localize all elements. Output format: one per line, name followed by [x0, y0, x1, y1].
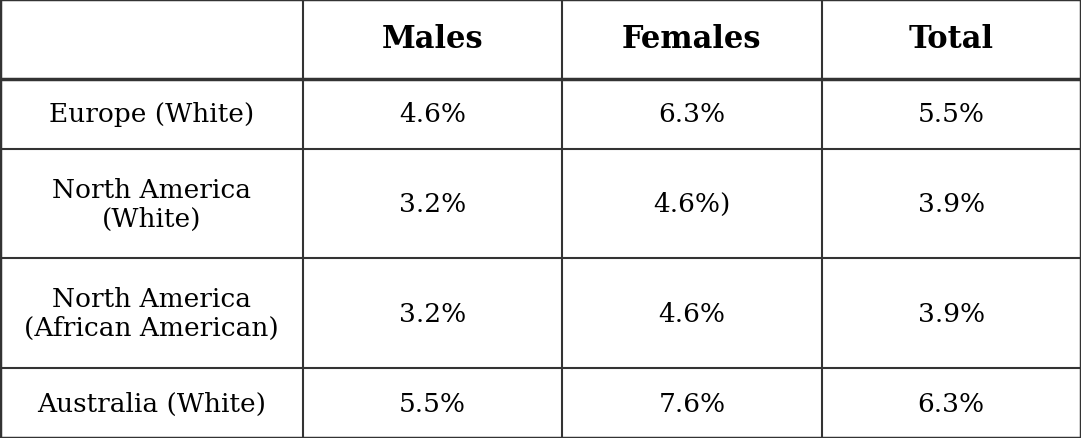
Text: 5.5%: 5.5%	[918, 102, 985, 127]
Text: North America
(African American): North America (African American)	[24, 286, 279, 340]
Text: 4.6%: 4.6%	[658, 301, 725, 326]
Text: Europe (White): Europe (White)	[49, 102, 254, 127]
Text: 6.3%: 6.3%	[918, 391, 985, 416]
Text: Australia (White): Australia (White)	[37, 391, 266, 416]
Text: 4.6%: 4.6%	[399, 102, 466, 127]
Text: North America
(White): North America (White)	[52, 177, 251, 231]
Text: 5.5%: 5.5%	[399, 391, 466, 416]
Text: 7.6%: 7.6%	[658, 391, 725, 416]
Text: 3.9%: 3.9%	[918, 301, 985, 326]
Text: Total: Total	[909, 25, 993, 55]
Text: 4.6%): 4.6%)	[653, 191, 731, 216]
Text: Males: Males	[382, 25, 483, 55]
Text: 6.3%: 6.3%	[658, 102, 725, 127]
Text: 3.2%: 3.2%	[399, 301, 466, 326]
Text: 3.9%: 3.9%	[918, 191, 985, 216]
Text: Females: Females	[622, 25, 762, 55]
Text: 3.2%: 3.2%	[399, 191, 466, 216]
